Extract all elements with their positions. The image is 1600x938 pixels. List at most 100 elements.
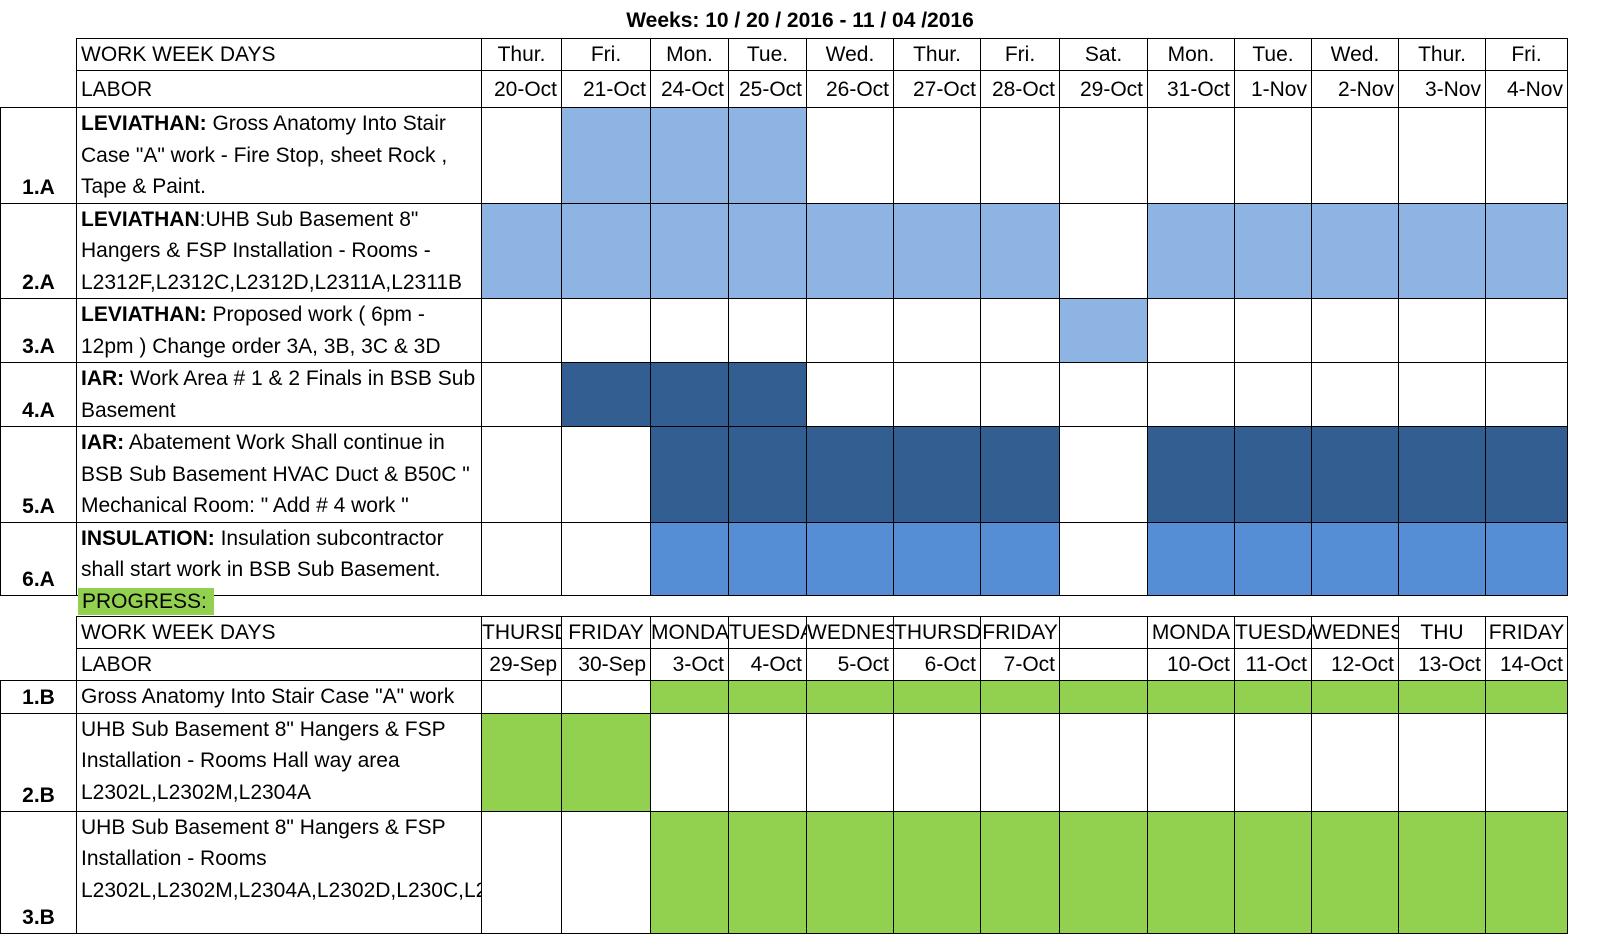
day-header: FRIDAY bbox=[561, 616, 651, 649]
row-id: 2.B bbox=[0, 712, 77, 812]
date-header: 7-Oct bbox=[980, 648, 1060, 681]
task-text: :UHB Sub Basement 8" Hangers & FSP Insta… bbox=[81, 207, 463, 294]
day-header: THURSD bbox=[481, 616, 562, 649]
date-header: 4-Oct bbox=[728, 648, 807, 681]
empty-cell bbox=[806, 712, 894, 812]
task-contractor: LEVIATHAN bbox=[81, 207, 200, 231]
task-contractor: LEVIATHAN: bbox=[81, 303, 207, 326]
scheduled-cell bbox=[650, 810, 729, 934]
empty-cell bbox=[481, 521, 562, 596]
task-text: Gross Anatomy Into Stair Case "A" work -… bbox=[81, 112, 448, 198]
date-header: 26-Oct bbox=[806, 70, 894, 108]
scheduled-cell bbox=[806, 202, 894, 299]
date-header: 1-Nov bbox=[1234, 70, 1312, 108]
day-header: Thur. bbox=[893, 38, 981, 71]
corner-blank bbox=[1, 649, 77, 681]
empty-cell bbox=[1059, 521, 1148, 596]
date-header: 3-Oct bbox=[650, 648, 729, 681]
empty-cell bbox=[481, 107, 562, 204]
scheduled-cell bbox=[980, 521, 1060, 596]
scheduled-cell bbox=[1485, 521, 1568, 596]
day-header: Wed. bbox=[1311, 38, 1399, 71]
empty-cell bbox=[1485, 107, 1568, 204]
scheduled-cell bbox=[1059, 680, 1148, 714]
date-header: 27-Oct bbox=[893, 70, 981, 108]
corner-blank bbox=[1, 617, 77, 649]
task-text: Abatement Work Shall continue in BSB Sub… bbox=[81, 431, 470, 517]
date-header: 30-Sep bbox=[561, 648, 651, 681]
schedule-row: 2.B UHB Sub Basement 8" Hangers & FSP In… bbox=[0, 712, 1568, 812]
day-header: Thur. bbox=[481, 38, 562, 71]
scheduled-cell bbox=[728, 202, 807, 299]
scheduled-cell bbox=[980, 426, 1060, 523]
empty-cell bbox=[1485, 362, 1568, 427]
empty-cell bbox=[650, 712, 729, 812]
scheduled-cell bbox=[1311, 521, 1399, 596]
scheduled-cell bbox=[561, 712, 651, 812]
empty-cell bbox=[980, 712, 1060, 812]
empty-cell bbox=[561, 680, 651, 714]
empty-cell bbox=[1311, 362, 1399, 427]
labor-header: LABOR bbox=[76, 648, 482, 681]
schedule-row: 2.A LEVIATHAN:UHB Sub Basement 8" Hangers… bbox=[0, 202, 1568, 299]
scheduled-cell bbox=[1398, 426, 1486, 523]
empty-cell bbox=[893, 362, 981, 427]
scheduled-cell bbox=[1398, 521, 1486, 596]
empty-cell bbox=[481, 362, 562, 427]
empty-cell bbox=[1311, 712, 1399, 812]
task-description: INSULATION: Insulation subcontractor sha… bbox=[76, 521, 482, 596]
corner-blank bbox=[1, 71, 77, 108]
row-id: 3.B bbox=[0, 810, 77, 934]
empty-cell bbox=[1485, 712, 1568, 812]
schedule-row: 1.B Gross Anatomy Into Stair Case "A" wo… bbox=[0, 680, 1568, 714]
task-description: UHB Sub Basement 8" Hangers & FSP Instal… bbox=[76, 712, 482, 812]
task-description: LEVIATHAN:UHB Sub Basement 8" Hangers & … bbox=[76, 202, 482, 299]
date-header: 5-Oct bbox=[806, 648, 894, 681]
scheduled-cell bbox=[1059, 810, 1148, 934]
scheduled-cell bbox=[1311, 810, 1399, 934]
date-header: 3-Nov bbox=[1398, 70, 1486, 108]
scheduled-cell bbox=[1485, 680, 1568, 714]
date-header: 4-Nov bbox=[1485, 70, 1568, 108]
task-text: Proposed work ( 6pm - 12pm ) Change orde… bbox=[81, 303, 441, 358]
empty-cell bbox=[481, 680, 562, 714]
empty-cell bbox=[561, 298, 651, 363]
work-week-days-header: WORK WEEK DAYS bbox=[76, 38, 482, 71]
row-id: 1.B bbox=[0, 680, 77, 714]
labor-schedule-table: WORK WEEK DAYS Thur. Fri. Mon. Tue. Wed. Thur.… bbox=[0, 38, 1568, 596]
scheduled-cell bbox=[806, 680, 894, 714]
date-header: 13-Oct bbox=[1398, 648, 1486, 681]
day-header: FRIDAY bbox=[1485, 616, 1568, 649]
schedule-row: 4.A IAR: Work Area # 1 & 2 Finals in BSB … bbox=[0, 362, 1568, 427]
day-header: Mon. bbox=[650, 38, 729, 71]
task-contractor: LEVIATHAN: bbox=[81, 112, 207, 135]
corner-blank bbox=[1, 39, 77, 71]
date-header: 11-Oct bbox=[1234, 648, 1312, 681]
row-id: 4.A bbox=[0, 362, 77, 427]
day-header: Thur. bbox=[1398, 38, 1486, 71]
scheduled-cell bbox=[806, 810, 894, 934]
scheduled-cell bbox=[1485, 202, 1568, 299]
scheduled-cell bbox=[1234, 810, 1312, 934]
scheduled-cell bbox=[650, 107, 729, 204]
task-text: Gross Anatomy Into Stair Case "A" work bbox=[81, 685, 455, 708]
scheduled-cell bbox=[1485, 810, 1568, 934]
scheduled-cell bbox=[1311, 426, 1399, 523]
empty-cell bbox=[561, 810, 651, 934]
empty-cell bbox=[1485, 298, 1568, 363]
scheduled-cell bbox=[980, 810, 1060, 934]
scheduled-cell bbox=[1147, 810, 1235, 934]
day-header: MONDA bbox=[1147, 616, 1235, 649]
date-header: 2-Nov bbox=[1311, 70, 1399, 108]
empty-cell bbox=[1234, 107, 1312, 204]
scheduled-cell bbox=[1147, 426, 1235, 523]
empty-cell bbox=[1147, 107, 1235, 204]
scheduled-cell bbox=[1485, 426, 1568, 523]
empty-cell bbox=[1059, 202, 1148, 299]
empty-cell bbox=[481, 298, 562, 363]
day-header: Wed. bbox=[806, 38, 894, 71]
day-header: WEDNES bbox=[806, 616, 894, 649]
day-header: Sat. bbox=[1059, 38, 1148, 71]
empty-cell bbox=[806, 107, 894, 204]
scheduled-cell bbox=[806, 521, 894, 596]
